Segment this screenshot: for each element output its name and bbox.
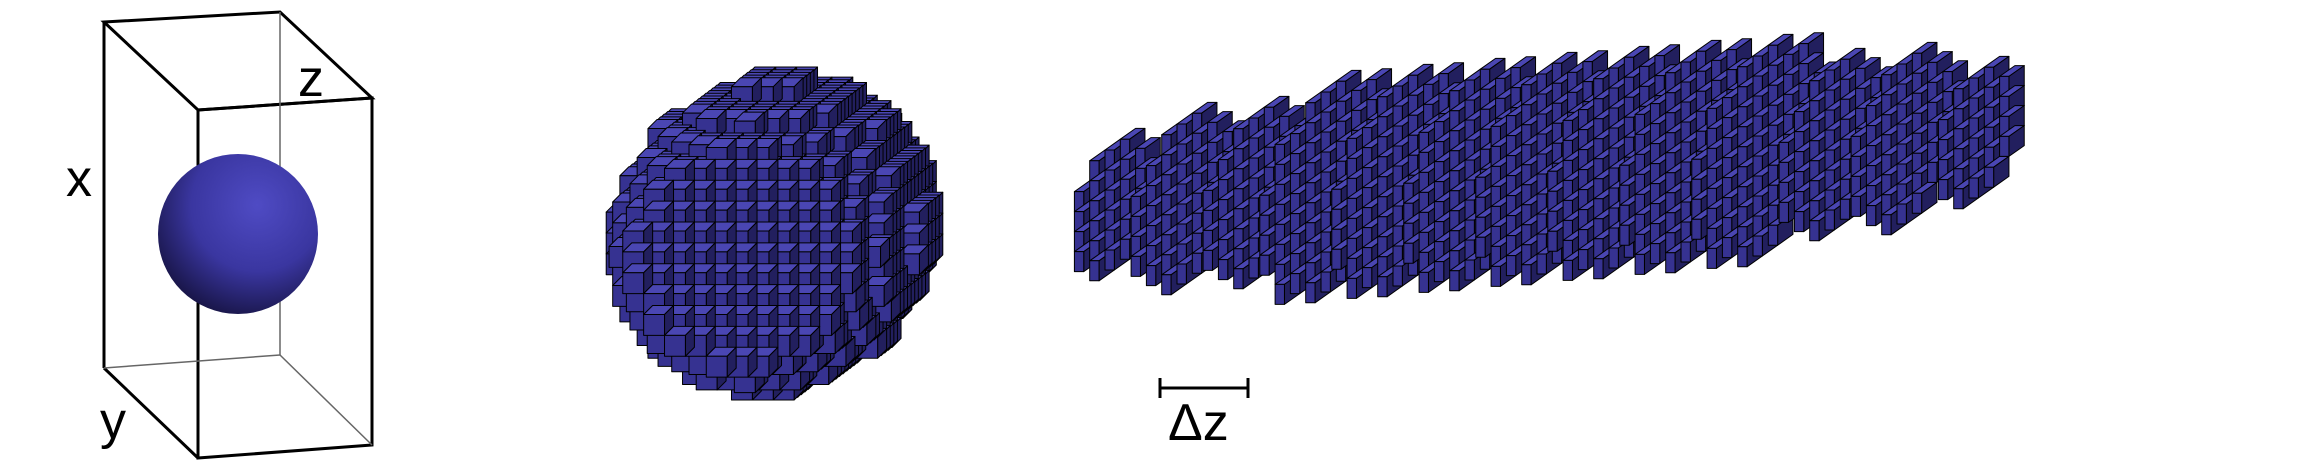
voxel-front-face — [1418, 271, 1429, 293]
voxel-front-face — [1464, 259, 1475, 281]
voxel-front-face — [1634, 253, 1645, 275]
voxel-front-face — [1346, 277, 1357, 299]
voxel-front-face — [1361, 267, 1373, 289]
voxel-front-face — [1665, 252, 1676, 274]
voxel-front-face — [1968, 177, 1979, 199]
voxel-front-face — [1331, 248, 1342, 270]
voxel-front-face — [1505, 255, 1517, 277]
voxel-front-face — [1778, 201, 1789, 223]
voxel-front-face — [622, 272, 645, 295]
box-edge-back-bottom — [103, 354, 281, 369]
voxel-front-face — [705, 355, 728, 378]
voxel-front-face — [1289, 273, 1301, 295]
voxel-front-face — [1248, 257, 1259, 279]
voxel-front-face — [1824, 209, 1835, 231]
voxel-front-face — [1536, 253, 1547, 275]
voxel-front-face — [1953, 188, 1964, 210]
voxel-front-face — [1274, 283, 1285, 305]
voxel-front-face — [1839, 198, 1851, 220]
panel-box: x y z — [66, 10, 376, 460]
axis-label-y: y — [100, 392, 126, 450]
voxel-front-face — [1850, 195, 1861, 217]
voxel-front-face — [1377, 276, 1388, 298]
voxel-front-face — [1911, 192, 1923, 214]
voxel-front-face — [1320, 271, 1331, 293]
voxel-front-face — [1547, 230, 1558, 252]
voxel-front-face — [1145, 265, 1157, 287]
voxel-front-face — [1737, 246, 1748, 268]
voxel-front-face — [1649, 243, 1661, 265]
axis-label-z: z — [298, 50, 324, 108]
voxel-front-face — [1104, 249, 1115, 271]
voxel-front-face — [1619, 224, 1630, 246]
axis-label-x: x — [66, 150, 92, 208]
delta-z-annotation — [1158, 378, 1250, 398]
voxel-front-face — [1490, 265, 1501, 287]
voxel-front-face — [1449, 270, 1460, 292]
voxel-front-face — [1521, 264, 1532, 286]
voxel-front-face — [1752, 235, 1763, 257]
voxel-slices-icon — [1073, 32, 2025, 305]
voxel-front-face — [1706, 247, 1717, 269]
voxel-front-face — [1089, 260, 1100, 282]
voxel-front-face — [1475, 236, 1486, 258]
voxel-front-face — [643, 314, 666, 336]
voxel-front-face — [1721, 237, 1733, 259]
voxel-front-face — [1896, 203, 1907, 225]
box-edge-back-bottom-right — [279, 354, 373, 446]
voxel-sphere-icon — [605, 66, 944, 401]
voxel-front-face — [1809, 220, 1820, 242]
voxel-front-face — [1983, 166, 1995, 188]
voxel-front-face — [1130, 255, 1141, 277]
voxel-front-face — [1562, 259, 1573, 281]
voxel-front-face — [1233, 268, 1244, 290]
voxel-front-face — [1305, 282, 1316, 304]
voxel-front-face — [1403, 242, 1414, 264]
voxel-front-face — [1793, 211, 1805, 233]
voxel-front-face — [1161, 274, 1172, 296]
voxel-front-face — [1259, 254, 1270, 276]
voxel-front-face — [1691, 218, 1702, 240]
voxel-front-face — [1865, 205, 1877, 227]
box-edge-bottom-left — [102, 366, 200, 460]
voxel-front-face — [1937, 179, 1949, 201]
voxel-front-face — [1881, 214, 1892, 236]
sphere-icon — [158, 154, 318, 314]
voxel-front-face — [1392, 265, 1403, 287]
voxel-front-face — [1119, 238, 1131, 260]
voxel-front-face — [1577, 249, 1589, 271]
voxel-front-face — [1433, 261, 1445, 283]
voxel-front-face — [1999, 135, 2010, 157]
voxel-front-face — [1927, 161, 1938, 183]
voxel-front-face — [1191, 252, 1203, 274]
voxel-front-face — [1176, 263, 1187, 285]
voxel-front-face — [1767, 224, 1779, 246]
voxel-front-face — [1202, 249, 1213, 271]
voxel-front-face — [1593, 258, 1604, 280]
box-top-face — [100, 10, 376, 112]
voxel-front-face — [1680, 241, 1691, 263]
voxel-front-face — [664, 334, 686, 357]
voxel-front-face — [1608, 247, 1619, 269]
delta-z-label: Δz — [1168, 394, 1229, 452]
voxel-front-face — [1217, 259, 1229, 281]
voxel-front-face — [1073, 251, 1085, 273]
